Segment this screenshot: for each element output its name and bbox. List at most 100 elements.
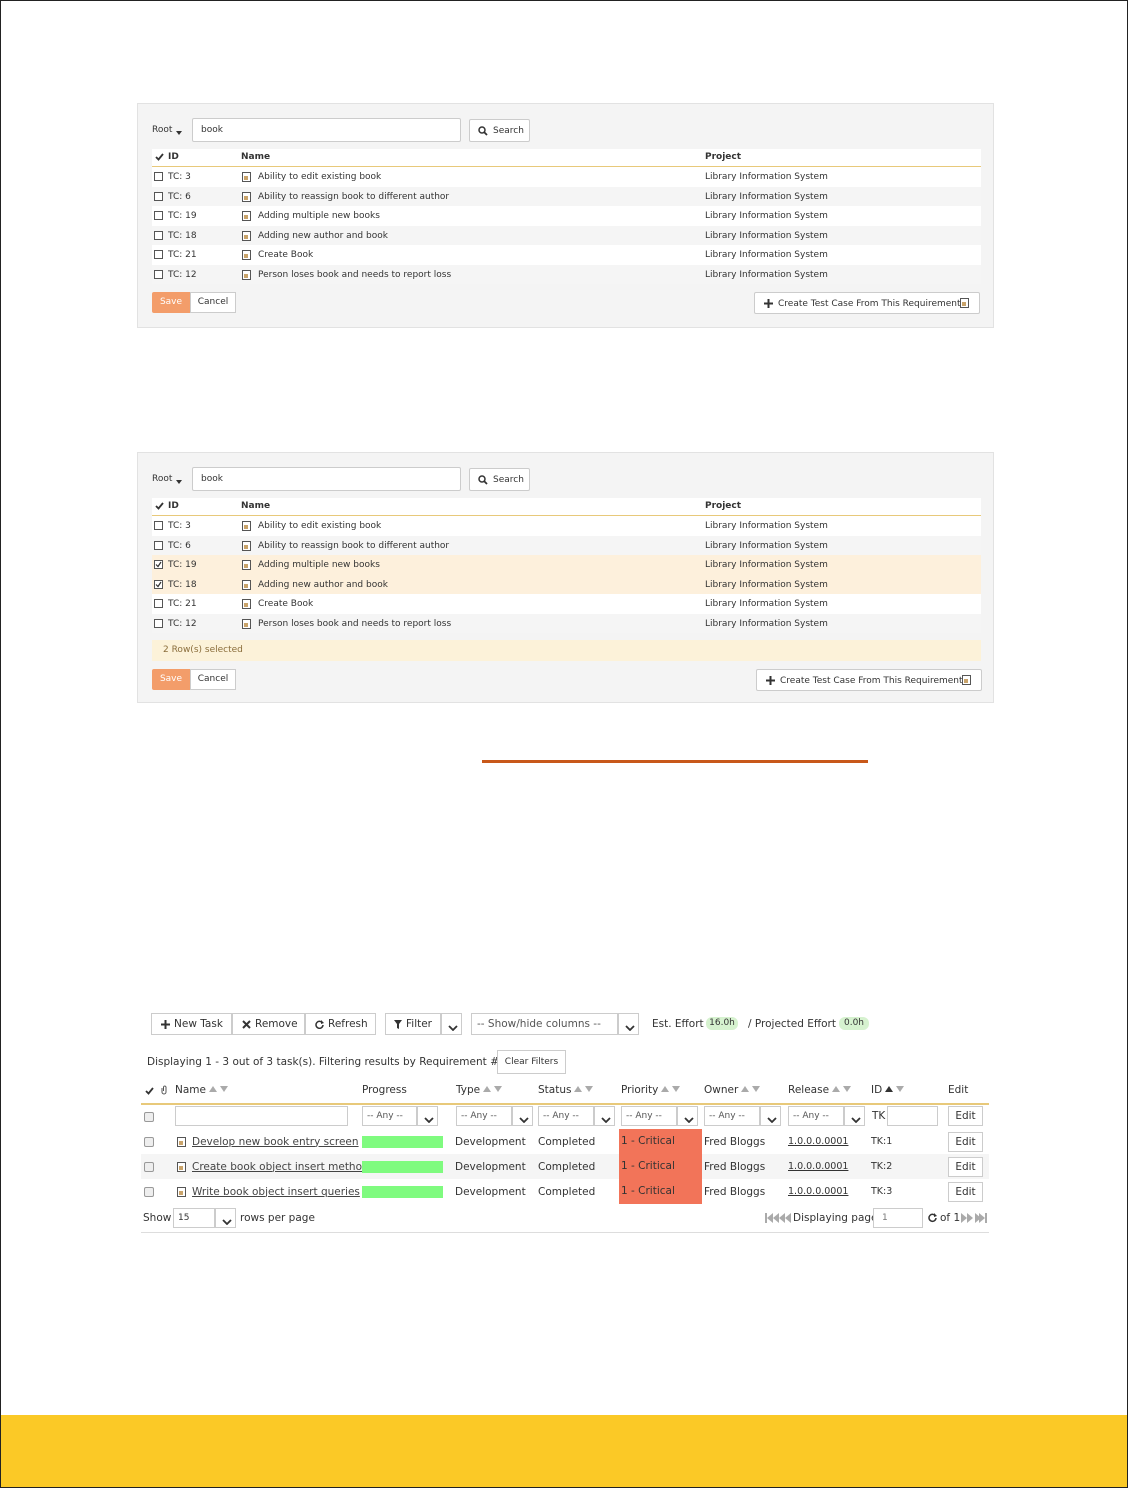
id-prefix: TK bbox=[872, 1110, 886, 1122]
table-row[interactable]: TC: 12 Person loses book and needs to rep… bbox=[152, 613, 981, 633]
name-filter[interactable] bbox=[175, 1106, 348, 1126]
columns-select[interactable]: -- Show/hide columns -- bbox=[471, 1013, 618, 1035]
row-id: TC: 6 bbox=[168, 540, 191, 551]
sort-icons[interactable] bbox=[574, 1083, 594, 1097]
cancel-button[interactable]: Cancel bbox=[190, 669, 236, 690]
task-release[interactable]: 1.0.0.0.0001 bbox=[788, 1135, 849, 1147]
search-input[interactable]: book bbox=[192, 467, 461, 491]
search-button[interactable]: Search bbox=[469, 119, 530, 142]
table-row[interactable]: TC: 19 Adding multiple new books Library I… bbox=[152, 555, 981, 575]
column-header[interactable]: Owner bbox=[704, 1083, 761, 1097]
task-name[interactable]: Create book object insert method bbox=[192, 1160, 369, 1173]
checkbox[interactable] bbox=[154, 599, 163, 608]
edit-button[interactable]: Edit bbox=[948, 1106, 983, 1126]
edit-button[interactable]: Edit bbox=[948, 1181, 983, 1202]
create-button[interactable]: Create Test Case From This Requirement bbox=[754, 292, 980, 314]
sort-icons[interactable] bbox=[832, 1083, 852, 1097]
toolbar-button[interactable]: Refresh bbox=[305, 1013, 376, 1035]
sort-icons[interactable] bbox=[741, 1083, 761, 1097]
checkbox[interactable] bbox=[154, 211, 163, 220]
table-row[interactable]: TC: 12 Person loses book and needs to rep… bbox=[152, 264, 981, 284]
filter-select[interactable]: -- Any -- bbox=[621, 1106, 677, 1126]
table-row[interactable]: TC: 21 Create Book Library Information Sys… bbox=[152, 594, 981, 614]
dropdown-toggle[interactable] bbox=[594, 1106, 615, 1126]
dropdown-toggle[interactable] bbox=[512, 1106, 533, 1126]
table-row[interactable]: TC: 3 Ability to edit existing book Librar… bbox=[152, 167, 981, 187]
table-row[interactable]: TC: 18 Adding new author and book Library … bbox=[152, 225, 981, 245]
checkbox[interactable] bbox=[144, 1112, 154, 1122]
checkbox[interactable] bbox=[154, 579, 163, 589]
filter-select[interactable]: -- Any -- bbox=[362, 1106, 417, 1126]
checkbox[interactable] bbox=[144, 1186, 154, 1197]
column-header[interactable]: Release bbox=[788, 1083, 852, 1097]
column-header[interactable]: ID bbox=[871, 1083, 905, 1097]
dropdown-toggle[interactable] bbox=[441, 1013, 462, 1035]
checkbox[interactable] bbox=[154, 521, 163, 530]
dropdown-toggle[interactable] bbox=[215, 1208, 236, 1228]
checkbox[interactable] bbox=[154, 269, 163, 279]
checkbox[interactable] bbox=[154, 191, 163, 201]
table-row[interactable]: TC: 3 Ability to edit existing book Librar… bbox=[152, 516, 981, 536]
task-name[interactable]: Develop new book entry screen bbox=[192, 1135, 359, 1148]
dropdown-toggle[interactable] bbox=[760, 1106, 781, 1126]
table-row[interactable]: TC: 6 Ability to reassign book to differe… bbox=[152, 186, 981, 206]
edit-button[interactable]: Edit bbox=[948, 1131, 983, 1152]
root-dropdown[interactable]: Root bbox=[152, 125, 173, 135]
sort-icons[interactable] bbox=[483, 1083, 503, 1097]
checkbox[interactable] bbox=[144, 1136, 154, 1147]
task-name[interactable]: Write book object insert queries bbox=[192, 1185, 360, 1198]
table-row[interactable]: TC: 19 Adding multiple new books Library I… bbox=[152, 206, 981, 226]
sort-icons[interactable] bbox=[885, 1083, 905, 1097]
page-size[interactable]: 15 bbox=[173, 1208, 215, 1228]
dropdown-toggle[interactable] bbox=[618, 1013, 639, 1035]
filter-select[interactable]: -- Any -- bbox=[704, 1106, 760, 1126]
toolbar-button[interactable]: New Task bbox=[151, 1013, 232, 1035]
check-all-icon-svg bbox=[155, 502, 164, 510]
toolbar-button[interactable]: Remove bbox=[232, 1013, 305, 1035]
search-input[interactable]: book bbox=[192, 118, 461, 142]
filter-button[interactable]: Filter bbox=[385, 1013, 441, 1035]
doc-icon-svg bbox=[177, 1161, 186, 1172]
panel: Root book Search ID Name Project TC: 3 Ability … bbox=[137, 103, 994, 328]
dropdown-toggle[interactable] bbox=[844, 1106, 865, 1126]
column-header[interactable]: Name bbox=[175, 1083, 229, 1097]
chevron-svg bbox=[221, 1219, 232, 1226]
dropdown-toggle[interactable] bbox=[417, 1106, 438, 1126]
clear-filters[interactable]: Clear Filters bbox=[497, 1050, 566, 1074]
filter-select[interactable]: -- Any -- bbox=[538, 1106, 594, 1126]
checkbox[interactable] bbox=[154, 540, 163, 550]
filter-select[interactable]: -- Any -- bbox=[456, 1106, 512, 1126]
checkbox[interactable] bbox=[154, 618, 163, 628]
filter-select[interactable]: -- Any -- bbox=[788, 1106, 844, 1126]
root-dropdown[interactable]: Root bbox=[152, 474, 173, 484]
checkbox[interactable] bbox=[154, 560, 163, 569]
table-row[interactable]: TC: 21 Create Book Library Information Sys… bbox=[152, 245, 981, 265]
dropdown-toggle[interactable] bbox=[677, 1106, 698, 1126]
column-header[interactable]: Priority bbox=[621, 1083, 681, 1097]
task-release[interactable]: 1.0.0.0.0001 bbox=[788, 1185, 849, 1197]
table-row[interactable]: TC: 18 Adding new author and book Library … bbox=[152, 574, 981, 594]
task-release[interactable]: 1.0.0.0.0001 bbox=[788, 1160, 849, 1172]
checkbox[interactable] bbox=[154, 230, 163, 240]
sort-icons[interactable] bbox=[661, 1083, 681, 1097]
sort-icons[interactable] bbox=[208, 1083, 229, 1097]
checkbox[interactable] bbox=[154, 250, 163, 259]
cancel-button[interactable]: Cancel bbox=[190, 292, 236, 313]
save-button[interactable]: Save bbox=[152, 292, 190, 313]
edit-button[interactable]: Edit bbox=[948, 1156, 983, 1177]
checkbox[interactable] bbox=[154, 172, 163, 181]
chevron-svg bbox=[600, 1117, 611, 1124]
doc-icon-svg bbox=[962, 675, 971, 685]
row-id: TC: 21 bbox=[168, 250, 197, 260]
save-button[interactable]: Save bbox=[152, 669, 190, 690]
doc-icon-svg bbox=[242, 521, 251, 531]
column-header[interactable]: Status bbox=[538, 1083, 594, 1097]
id-filter[interactable] bbox=[887, 1106, 938, 1126]
page-input[interactable]: 1 bbox=[873, 1208, 923, 1228]
search-button[interactable]: Search bbox=[469, 468, 530, 491]
checkbox[interactable] bbox=[144, 1161, 154, 1172]
table-row[interactable]: TC: 6 Ability to reassign book to differe… bbox=[152, 535, 981, 555]
create-button[interactable]: Create Test Case From This Requirement bbox=[756, 669, 982, 691]
table: ID Name Project TC: 3 Ability to edit existi… bbox=[152, 498, 981, 633]
column-header[interactable]: Type bbox=[456, 1083, 503, 1097]
